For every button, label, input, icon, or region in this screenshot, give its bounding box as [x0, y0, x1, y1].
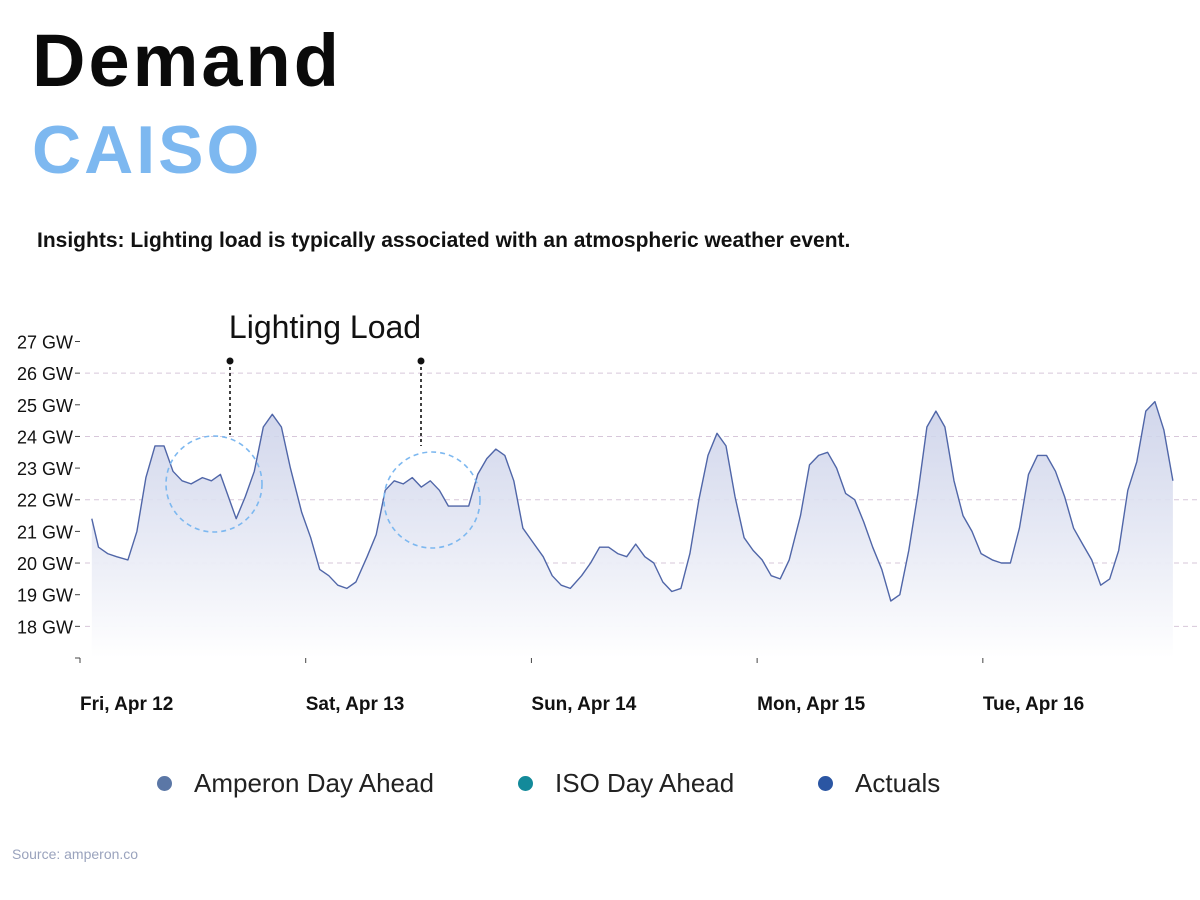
y-tick-label: 20 GW — [17, 554, 73, 574]
x-tick-label: Sat, Apr 13 — [306, 694, 405, 715]
axes: 18 GW 19 GW 20 GW 21 GW 22 GW 23 GW 24 GW 25 GW… — [17, 332, 1084, 715]
page-title: Demand — [32, 19, 342, 102]
page-subtitle: CAISO — [32, 112, 263, 188]
legend-marker-amperon-day-ahead — [157, 776, 172, 791]
annotation-label: Lighting Load — [229, 309, 421, 345]
y-tick-label: 25 GW — [17, 396, 73, 416]
legend-label: Amperon Day Ahead — [194, 768, 434, 798]
y-tick-label: 18 GW — [17, 617, 73, 637]
y-tick-label: 26 GW — [17, 364, 73, 384]
annotation-highlight-circle — [165, 435, 263, 533]
legend-label: ISO Day Ahead — [555, 768, 735, 798]
annotation-layer: Lighting Load — [165, 309, 481, 549]
legend-item-iso-day-ahead[interactable]: ISO Day Ahead — [518, 768, 734, 799]
y-tick-label: 24 GW — [17, 427, 73, 447]
annotation-highlight-circle — [383, 451, 481, 549]
demand-chart: 18 GW 19 GW 20 GW 21 GW 22 GW 23 GW 24 GW 25 GW… — [17, 309, 1200, 715]
legend-marker-actuals — [818, 776, 833, 791]
x-tick-label: Tue, Apr 16 — [983, 694, 1084, 715]
x-tick-label: Mon, Apr 15 — [757, 694, 865, 715]
x-tick-label: Fri, Apr 12 — [80, 694, 173, 715]
legend-label: Actuals — [855, 768, 941, 798]
source-credit: Source: amperon.co — [12, 846, 139, 862]
y-tick-label: 22 GW — [17, 491, 73, 511]
series-area-actuals — [91, 401, 1173, 658]
x-tick-label: Sun, Apr 14 — [531, 694, 636, 715]
series-line-actuals — [91, 400, 1174, 602]
legend-item-amperon-day-ahead[interactable]: Amperon Day Ahead — [157, 768, 434, 799]
insights-text: Insights: Lighting load is typically ass… — [37, 229, 851, 252]
legend-item-actuals[interactable]: Actuals — [818, 768, 940, 799]
y-tick-label: 21 GW — [17, 522, 73, 542]
legend: Amperon Day Ahead ISO Day Ahead Actuals — [0, 768, 1200, 804]
y-tick-label: 27 GW — [17, 332, 73, 352]
legend-marker-iso-day-ahead — [518, 776, 533, 791]
y-tick-label: 23 GW — [17, 459, 73, 479]
area-layer — [91, 400, 1174, 658]
y-tick-label: 19 GW — [17, 586, 73, 606]
